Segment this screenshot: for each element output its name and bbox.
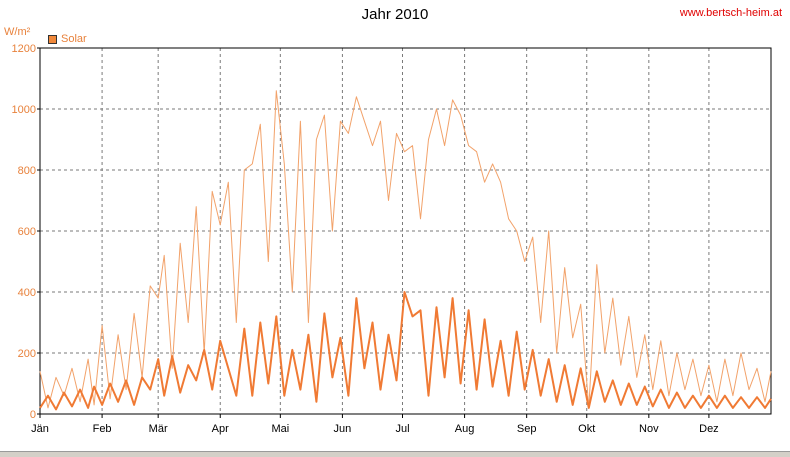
- y-tick-label: 1000: [12, 104, 36, 116]
- y-tick-label: 800: [18, 165, 36, 177]
- y-tick-label: 200: [18, 348, 36, 360]
- x-tick-label: Nov: [639, 423, 659, 435]
- x-tick-label: Apr: [212, 423, 229, 435]
- series-line-daily-max: [39, 90, 772, 409]
- legend-label-solar: Solar: [61, 33, 87, 45]
- y-axis-unit-label: W/m²: [4, 26, 31, 38]
- chart-title: Jahr 2010: [361, 6, 429, 23]
- x-tick-label: Aug: [455, 423, 475, 435]
- legend: Solar: [48, 33, 87, 45]
- x-tick-label: Okt: [578, 423, 595, 435]
- legend-swatch-solar: [48, 34, 57, 44]
- x-tick-label: Sep: [517, 423, 537, 435]
- y-tick-label: 600: [18, 226, 36, 238]
- series-line-daily-mean: [39, 291, 772, 411]
- x-tick-label: Jän: [31, 423, 49, 435]
- y-tick-label: 1200: [12, 43, 36, 55]
- x-tick-label: Mär: [149, 423, 168, 435]
- x-tick-label: Jul: [395, 423, 409, 435]
- site-link[interactable]: www.bertsch-heim.at: [679, 7, 782, 19]
- status-bar: [0, 451, 790, 457]
- x-tick-label: Mai: [271, 423, 289, 435]
- x-tick-label: Jun: [334, 423, 352, 435]
- y-tick-label: 0: [30, 409, 36, 421]
- y-tick-label: 400: [18, 287, 36, 299]
- x-tick-label: Feb: [93, 423, 112, 435]
- x-tick-label: Dez: [699, 423, 719, 435]
